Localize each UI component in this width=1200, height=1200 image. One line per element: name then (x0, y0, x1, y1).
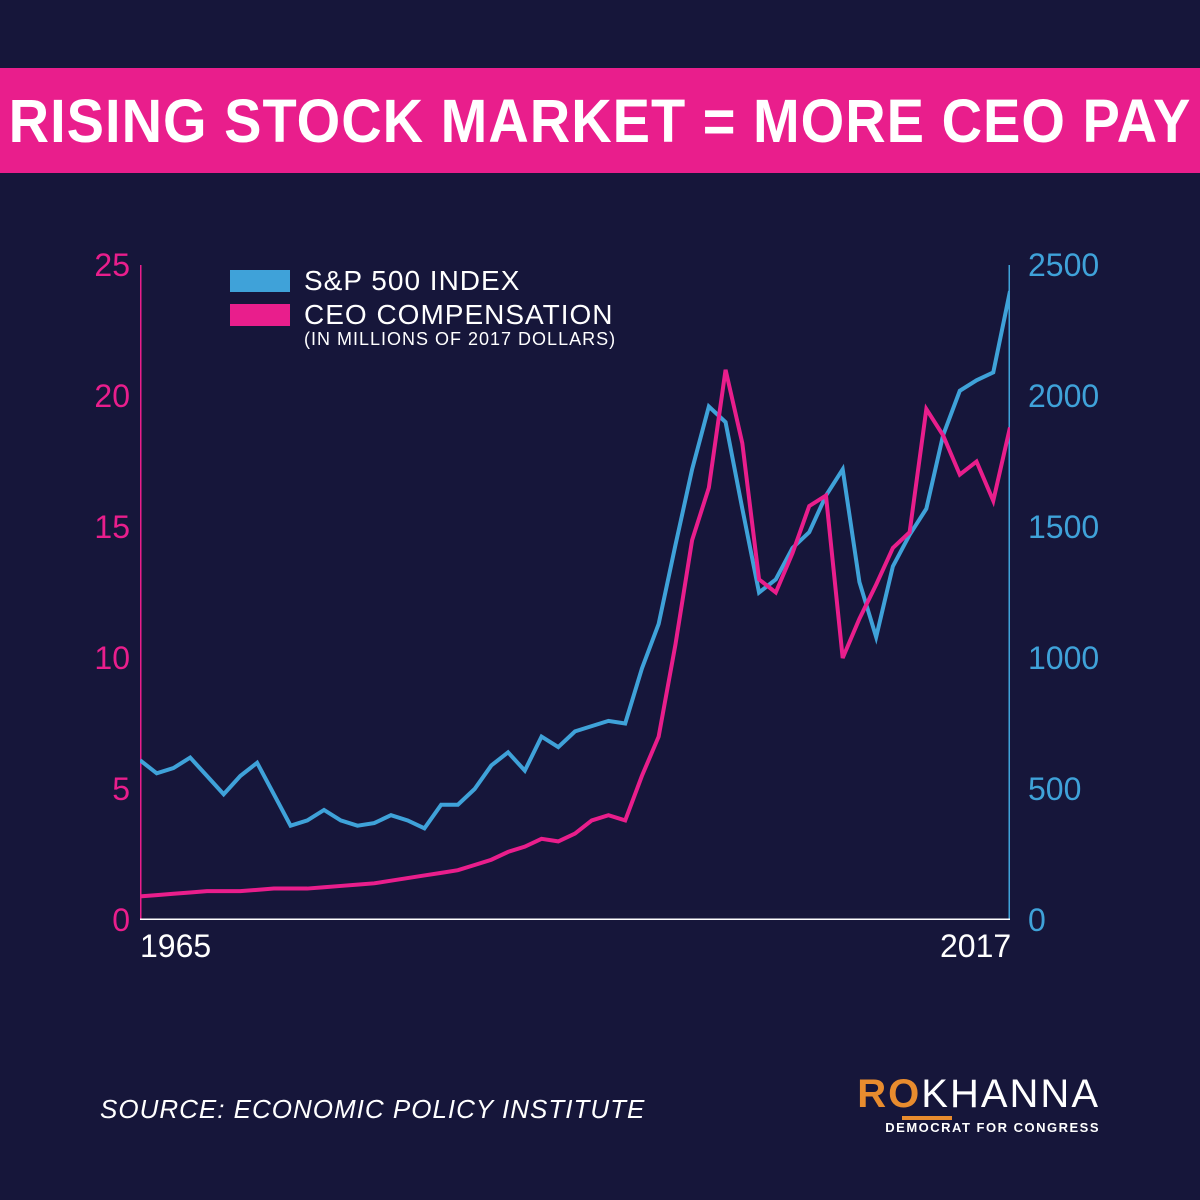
x-axis-tick-label: 1965 (140, 928, 211, 965)
title-text: RISING STOCK MARKET = MORE CEO PAY (9, 85, 1192, 157)
legend-swatch (230, 304, 290, 326)
left-axis-tick-label: 25 (70, 247, 130, 284)
right-axis-tick-label: 1500 (1028, 509, 1128, 546)
legend-item: S&P 500 INDEX (230, 265, 616, 297)
chart-container: 0510152025 05001000150020002500 19652017… (100, 265, 1100, 985)
legend-label: CEO COMPENSATION (304, 299, 614, 331)
right-axis-tick-label: 0 (1028, 902, 1128, 939)
legend-sublabel: (IN MILLIONS OF 2017 DOLLARS) (304, 329, 616, 350)
chart-svg (140, 265, 1010, 920)
legend-swatch (230, 270, 290, 292)
left-axis-tick-label: 15 (70, 509, 130, 546)
legend-label: S&P 500 INDEX (304, 265, 520, 297)
right-axis-tick-label: 500 (1028, 771, 1128, 808)
x-axis-tick-label: 2017 (940, 928, 1011, 965)
left-axis-tick-label: 0 (70, 902, 130, 939)
logo-ro: RO (857, 1072, 921, 1116)
ceo-line (140, 370, 1010, 897)
logo-main: ROKHANNA (857, 1074, 1100, 1114)
source-text: SOURCE: ECONOMIC POLICY INSTITUTE (100, 1094, 645, 1125)
right-axis-tick-label: 1000 (1028, 640, 1128, 677)
right-axis-tick-label: 2500 (1028, 247, 1128, 284)
logo-khanna: KHANNA (921, 1072, 1100, 1116)
right-axis-tick-label: 2000 (1028, 378, 1128, 415)
legend-item: CEO COMPENSATION (230, 299, 616, 331)
logo: ROKHANNA DEMOCRAT FOR CONGRESS (857, 1074, 1100, 1135)
legend: S&P 500 INDEXCEO COMPENSATION(IN MILLION… (230, 265, 616, 350)
logo-sub: DEMOCRAT FOR CONGRESS (857, 1120, 1100, 1135)
plot-area (140, 265, 1010, 920)
sp500-line (140, 291, 1010, 828)
left-axis-tick-label: 20 (70, 378, 130, 415)
title-banner: RISING STOCK MARKET = MORE CEO PAY (0, 68, 1200, 173)
left-axis-tick-label: 10 (70, 640, 130, 677)
left-axis-tick-label: 5 (70, 771, 130, 808)
